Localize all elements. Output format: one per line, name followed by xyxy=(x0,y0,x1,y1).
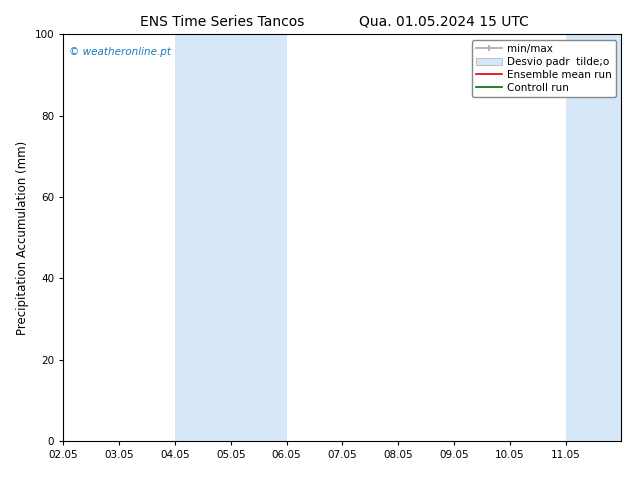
Text: © weatheronline.pt: © weatheronline.pt xyxy=(69,47,171,56)
Bar xyxy=(566,34,593,441)
Text: Qua. 01.05.2024 15 UTC: Qua. 01.05.2024 15 UTC xyxy=(359,15,529,29)
Text: ENS Time Series Tancos: ENS Time Series Tancos xyxy=(139,15,304,29)
Y-axis label: Precipitation Accumulation (mm): Precipitation Accumulation (mm) xyxy=(16,141,29,335)
Bar xyxy=(593,34,621,441)
Legend: min/max, Desvio padr  tilde;o, Ensemble mean run, Controll run: min/max, Desvio padr tilde;o, Ensemble m… xyxy=(472,40,616,97)
Bar xyxy=(175,34,287,441)
